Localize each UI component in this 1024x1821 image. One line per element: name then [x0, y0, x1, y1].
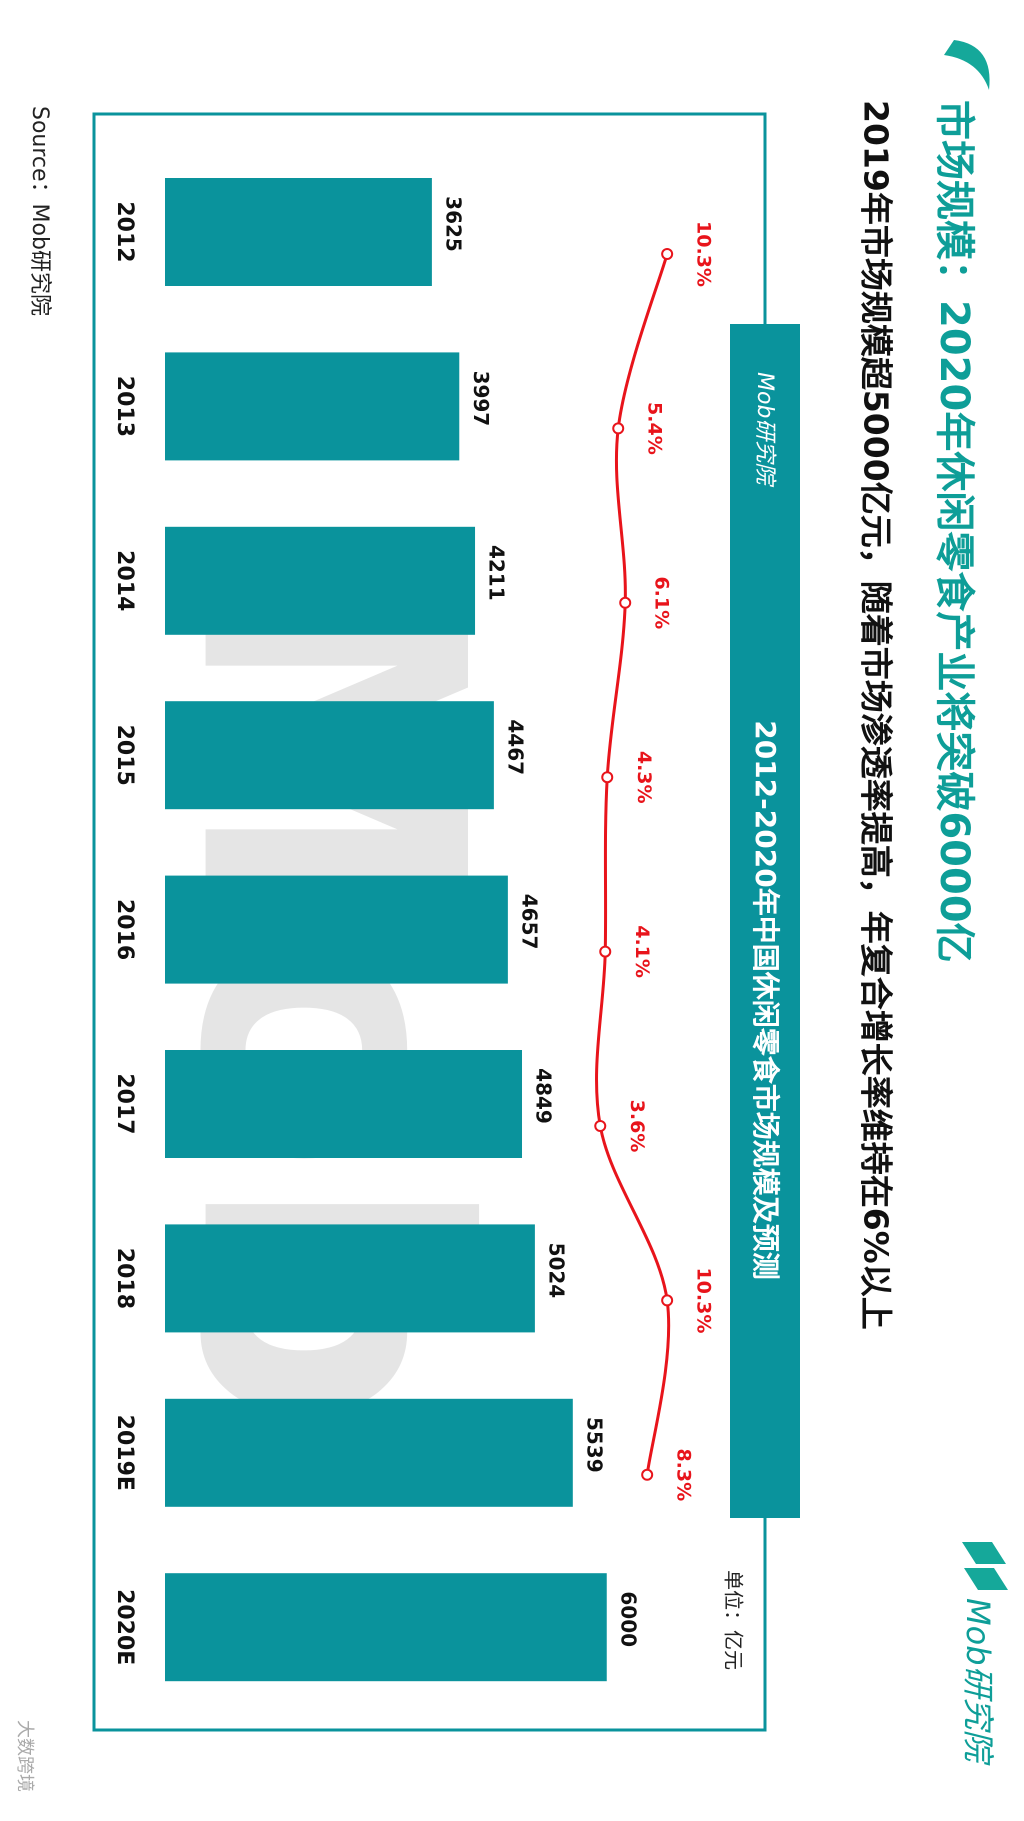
bar: [165, 875, 508, 984]
growth-label: 10.3%: [693, 221, 715, 287]
growth-point: [661, 1294, 674, 1307]
chart-title: 2012-2020年中国休闲零食市场规模及预测: [749, 720, 782, 1279]
growth-label: 4.3%: [633, 751, 655, 804]
bar-value-label: 3625: [441, 196, 465, 252]
chart-badge: Mob研究院: [752, 372, 777, 487]
bar-value-label: 5024: [544, 1243, 568, 1299]
growth-point: [601, 771, 614, 784]
bar: [165, 1398, 573, 1507]
bar-value-label: 4657: [517, 894, 541, 950]
bar: [165, 1050, 523, 1158]
chart-title-band: [730, 324, 800, 1518]
growth-point: [599, 945, 612, 958]
bar-value-label: 6000: [616, 1591, 640, 1647]
bar: [165, 1573, 607, 1682]
logo: Mob研究院: [959, 1598, 997, 1767]
growth-line: [595, 253, 671, 1475]
bar-value-label: 5539: [582, 1417, 606, 1473]
x-tick-label: 2013: [112, 376, 137, 437]
x-tick-label: 2019E: [112, 1415, 137, 1491]
logo-icon: [962, 1542, 1008, 1590]
growth-point: [612, 422, 625, 435]
bar-value-label: 4467: [503, 719, 527, 775]
growth-point: [641, 1468, 654, 1481]
x-tick-label: 2020E: [112, 1589, 137, 1665]
source: Source：Mob研究院: [27, 106, 52, 316]
growth-point: [594, 1120, 607, 1132]
bar-value-label: 3997: [469, 371, 493, 427]
growth-point: [619, 596, 632, 609]
x-tick-label: 2012: [112, 201, 137, 262]
growth-label: 5.4%: [644, 402, 666, 455]
bar: [165, 352, 460, 461]
footer: 大数跨境: [14, 1720, 35, 1792]
bar: [164, 526, 476, 635]
x-tick-label: 2017: [112, 1073, 137, 1134]
growth-label: 8.3%: [673, 1448, 695, 1501]
growth-label: 10.3%: [693, 1267, 715, 1333]
unit-label: 单位：亿元: [722, 1570, 746, 1670]
x-tick-label: 2016: [112, 899, 137, 960]
x-tick-label: 2015: [112, 725, 137, 786]
growth-label: 3.6%: [626, 1100, 648, 1153]
bar-value-label: 4211: [485, 545, 509, 601]
title: 市场规模：2020年休闲零食产业将突破6000亿: [931, 100, 977, 963]
bar: [165, 178, 432, 286]
growth-point: [661, 248, 674, 260]
x-tick-label: 2014: [112, 550, 137, 611]
x-tick-label: 2018: [112, 1248, 137, 1309]
bar: [165, 701, 494, 810]
bar-value-label: 4849: [532, 1068, 556, 1124]
growth-label: 4.1%: [631, 925, 653, 978]
subtitle: 2019年市场规模超5000亿元，随着市场渗透率提高，年复合增长率维持在6%以上: [857, 100, 896, 1330]
bar: [165, 1224, 535, 1333]
growth-label: 6.1%: [651, 576, 673, 629]
title-icon: [944, 40, 990, 90]
